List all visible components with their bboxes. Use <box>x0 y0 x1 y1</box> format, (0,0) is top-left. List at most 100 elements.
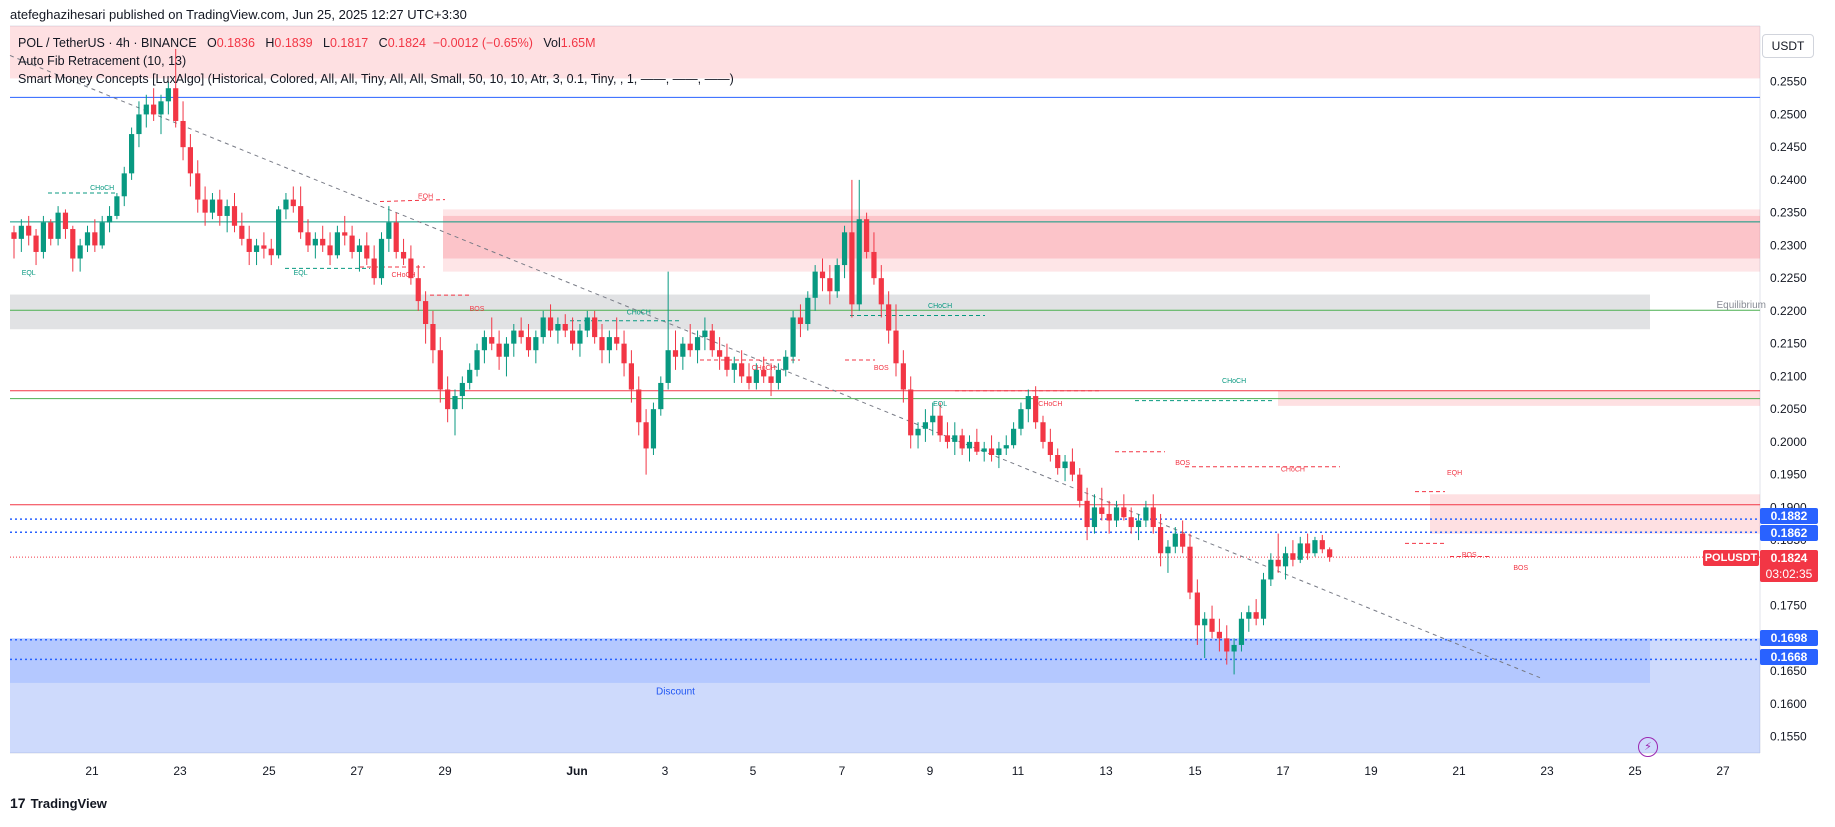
candle-body <box>1180 533 1186 547</box>
currency-button[interactable]: USDT <box>1762 34 1814 58</box>
candle-body <box>459 382 465 397</box>
candle-83 <box>621 330 627 377</box>
candle-86 <box>643 409 649 475</box>
candle-body <box>1312 540 1318 554</box>
candle-178 <box>1319 534 1325 554</box>
candle-body <box>944 435 951 442</box>
candle-45 <box>342 215 348 246</box>
annotation-bos-16: BOS <box>1462 552 1477 559</box>
y-tick-label: 0.2200 <box>1770 304 1807 318</box>
discount-zone-right <box>1650 638 1760 683</box>
candle-body <box>606 337 612 351</box>
y-tick-label: 0.2300 <box>1770 238 1807 252</box>
candle-body <box>371 258 377 279</box>
candle-116 <box>864 212 870 259</box>
candle-14 <box>114 193 120 220</box>
legend-indicator-fib[interactable]: Auto Fib Retracement (10, 13) <box>18 54 187 68</box>
candle-body <box>966 441 973 449</box>
candle-67 <box>503 337 510 377</box>
candle-94 <box>702 317 708 351</box>
candle-172 <box>1275 533 1281 573</box>
candle-130 <box>966 435 973 462</box>
candle-162 <box>1202 612 1208 659</box>
candle-41 <box>312 232 318 259</box>
candle-body <box>320 238 326 246</box>
y-tick-label: 0.1550 <box>1770 730 1807 744</box>
candle-6 <box>55 206 61 246</box>
candle-body <box>680 343 686 357</box>
annotation-equilibrium-18: Equilibrium <box>1717 300 1766 311</box>
candle-body <box>1158 527 1164 554</box>
candle-body <box>180 120 186 148</box>
candle-121 <box>900 350 906 403</box>
candle-77 <box>577 324 583 357</box>
candle-30 <box>231 193 238 233</box>
candle-body <box>400 251 407 259</box>
candle-body <box>173 88 179 121</box>
candle-body <box>1327 549 1333 558</box>
x-tick-label: 17 <box>1276 764 1290 778</box>
candle-16 <box>129 127 135 180</box>
candle-43 <box>327 232 333 266</box>
x-tick-label: 11 <box>1012 764 1025 778</box>
candle-body <box>731 363 737 370</box>
candle-125 <box>930 402 936 436</box>
legend-c-value: 0.1824 <box>387 36 426 50</box>
legend-h-value: 0.1839 <box>274 36 313 50</box>
candle-171 <box>1268 553 1274 586</box>
candle-body <box>217 199 223 216</box>
candle-body <box>812 271 818 298</box>
y-tick-label: 0.2400 <box>1770 173 1807 187</box>
candle-body <box>1091 507 1098 528</box>
candle-31 <box>239 212 245 246</box>
candle-body <box>959 435 965 449</box>
chart-legend: POL / TetherUS · 4h · BINANCE O0.1836 H0… <box>18 34 734 88</box>
candle-body <box>1025 396 1031 410</box>
candle-body <box>856 219 862 305</box>
candle-body <box>1246 612 1252 619</box>
candle-58 <box>437 337 443 403</box>
candle-113 <box>841 225 848 279</box>
candle-48 <box>364 232 370 266</box>
legend-l-value: 0.1817 <box>330 36 369 50</box>
annotation-eqh-1: EQH <box>418 194 433 201</box>
candle-body <box>1003 445 1009 449</box>
legend-indicator-smc[interactable]: Smart Money Concepts [LuxAlgo] (Historic… <box>18 72 734 86</box>
annotation-choch-14: CHoCH <box>1281 467 1305 474</box>
lightning-icon[interactable]: ⚡ <box>1638 737 1658 757</box>
candle-23 <box>180 101 186 161</box>
annotation-choch-11: CHoCH <box>1038 401 1062 408</box>
candle-146 <box>1084 487 1090 541</box>
legend-symbol[interactable]: POL / TetherUS · 4h · BINANCE <box>18 36 197 50</box>
candle-body <box>1268 559 1274 580</box>
candle-163 <box>1209 605 1215 639</box>
candle-body <box>562 324 568 331</box>
legend-change: −0.0012 (−0.65%) <box>432 36 533 50</box>
candle-body <box>628 363 634 390</box>
candle-169 <box>1253 599 1259 626</box>
annotation-bos-9: BOS <box>874 365 889 372</box>
candle-105 <box>783 350 789 377</box>
y-tick-label: 0.2350 <box>1770 206 1807 220</box>
candle-100 <box>746 363 752 390</box>
candle-body <box>761 369 767 377</box>
candle-body <box>33 235 39 252</box>
candle-179 <box>1327 547 1333 562</box>
candle-115 <box>856 179 862 311</box>
candle-body <box>1275 559 1281 567</box>
candle-38 <box>290 186 296 213</box>
candle-34 <box>261 232 267 259</box>
candle-body <box>143 104 149 115</box>
legend-o-label: O <box>206 36 217 50</box>
candle-56 <box>423 291 429 344</box>
candle-body <box>1099 507 1105 514</box>
candle-body <box>151 104 157 115</box>
candle-4 <box>40 215 46 259</box>
candle-body <box>915 428 921 436</box>
candle-body <box>871 251 877 279</box>
candle-body <box>768 376 774 383</box>
legend-ohlc-row[interactable]: POL / TetherUS · 4h · BINANCE O0.1836 H0… <box>18 34 734 52</box>
candle-133 <box>988 435 995 462</box>
